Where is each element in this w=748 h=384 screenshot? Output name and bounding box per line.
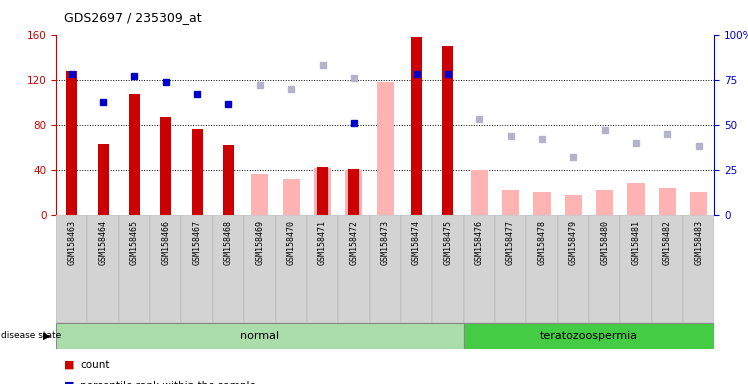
Bar [119, 215, 150, 323]
Bar [683, 215, 714, 323]
Text: GSM158470: GSM158470 [286, 220, 295, 265]
Bar [160, 117, 171, 215]
Text: GSM158473: GSM158473 [381, 220, 390, 265]
Text: GSM158474: GSM158474 [412, 220, 421, 265]
Text: GSM158464: GSM158464 [99, 220, 108, 265]
Bar [370, 215, 401, 323]
Text: GSM158481: GSM158481 [631, 220, 640, 265]
Text: ■: ■ [64, 360, 74, 370]
Bar [565, 195, 582, 215]
Bar [213, 215, 244, 323]
Text: percentile rank within the sample: percentile rank within the sample [80, 381, 256, 384]
Bar [470, 170, 488, 215]
Bar [527, 215, 557, 323]
Text: GSM158479: GSM158479 [568, 220, 577, 265]
Bar [283, 179, 300, 215]
Text: GSM158477: GSM158477 [506, 220, 515, 265]
Bar [88, 215, 119, 323]
Text: GSM158465: GSM158465 [130, 220, 139, 265]
Bar [338, 215, 370, 323]
Text: GSM158480: GSM158480 [600, 220, 609, 265]
Text: count: count [80, 360, 109, 370]
Bar [244, 215, 275, 323]
Bar [464, 323, 714, 349]
Bar [307, 215, 338, 323]
Bar [589, 215, 620, 323]
Text: GSM158483: GSM158483 [694, 220, 703, 265]
Text: teratozoospermia: teratozoospermia [540, 331, 638, 341]
Text: GSM158466: GSM158466 [162, 220, 171, 265]
Bar [349, 169, 359, 215]
Bar [652, 215, 683, 323]
Bar [150, 215, 182, 323]
Text: GSM158468: GSM158468 [224, 220, 233, 265]
Bar [411, 37, 422, 215]
Bar [628, 184, 645, 215]
Bar [223, 145, 234, 215]
Bar [596, 190, 613, 215]
Text: ■: ■ [64, 381, 74, 384]
Bar [401, 215, 432, 323]
Text: GSM158482: GSM158482 [663, 220, 672, 265]
Bar [502, 190, 519, 215]
Bar [376, 82, 394, 215]
Bar [495, 215, 527, 323]
Bar [557, 215, 589, 323]
Bar [464, 215, 495, 323]
Text: GDS2697 / 235309_at: GDS2697 / 235309_at [64, 12, 201, 25]
Text: GSM158467: GSM158467 [193, 220, 202, 265]
Bar [67, 71, 77, 215]
Bar [317, 167, 328, 215]
Bar [98, 144, 108, 215]
Text: GSM158475: GSM158475 [444, 220, 453, 265]
Bar [690, 192, 708, 215]
Bar [275, 215, 307, 323]
Bar [620, 215, 652, 323]
Text: GSM158478: GSM158478 [538, 220, 547, 265]
Bar [182, 215, 213, 323]
Bar [56, 323, 464, 349]
Bar [56, 215, 88, 323]
Bar [191, 129, 203, 215]
Bar [659, 188, 676, 215]
Bar [129, 94, 140, 215]
Bar [314, 168, 331, 215]
Text: GSM158469: GSM158469 [255, 220, 264, 265]
Bar [432, 215, 464, 323]
Text: disease state: disease state [1, 331, 61, 341]
Bar [533, 192, 551, 215]
Text: GSM158476: GSM158476 [475, 220, 484, 265]
Bar [251, 174, 269, 215]
Text: ▶: ▶ [43, 331, 51, 341]
Text: normal: normal [240, 331, 280, 341]
Bar [442, 46, 453, 215]
Text: GSM158472: GSM158472 [349, 220, 358, 265]
Text: GSM158463: GSM158463 [67, 220, 76, 265]
Text: GSM158471: GSM158471 [318, 220, 327, 265]
Bar [346, 170, 363, 215]
